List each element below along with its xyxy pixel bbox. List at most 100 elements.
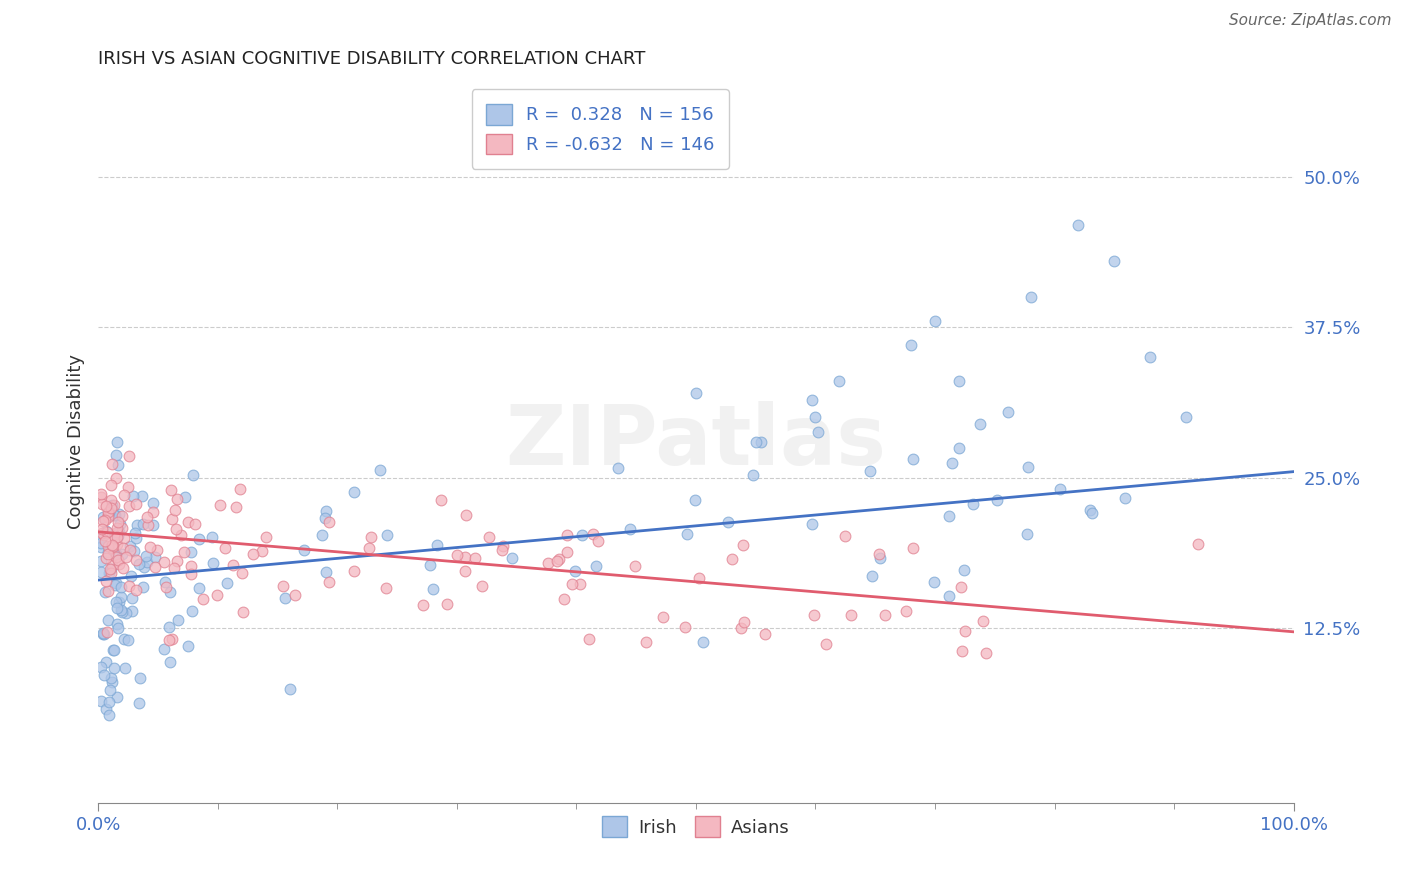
Point	[938, 508, 960, 523]
Point	[675, 526, 697, 541]
Point	[537, 556, 560, 570]
Point	[110, 580, 132, 594]
Point	[924, 314, 946, 328]
Point	[454, 549, 477, 564]
Point	[107, 524, 129, 539]
Point	[1081, 506, 1104, 520]
Point	[454, 564, 477, 578]
Text: IRISH VS ASIAN COGNITIVE DISABILITY CORRELATION CHART: IRISH VS ASIAN COGNITIVE DISABILITY CORR…	[98, 50, 645, 68]
Legend: Irish, Asians: Irish, Asians	[595, 809, 797, 845]
Point	[209, 498, 232, 512]
Point	[169, 528, 191, 542]
Point	[166, 553, 188, 567]
Point	[121, 604, 143, 618]
Point	[94, 551, 117, 566]
Point	[733, 615, 755, 629]
Point	[155, 581, 177, 595]
Point	[142, 505, 165, 519]
Point	[100, 562, 122, 576]
Point	[90, 565, 112, 579]
Point	[105, 617, 128, 632]
Point	[91, 627, 114, 641]
Point	[105, 595, 128, 609]
Point	[221, 558, 243, 573]
Point	[157, 620, 180, 634]
Point	[90, 497, 112, 511]
Point	[101, 643, 124, 657]
Point	[107, 458, 129, 472]
Point	[165, 522, 187, 536]
Point	[103, 642, 125, 657]
Point	[97, 566, 120, 581]
Point	[125, 517, 148, 532]
Point	[492, 539, 515, 553]
Point	[730, 621, 752, 635]
Point	[803, 607, 825, 622]
Point	[100, 558, 122, 572]
Point	[938, 589, 960, 603]
Point	[177, 515, 200, 529]
Point	[374, 581, 396, 595]
Point	[135, 510, 157, 524]
Point	[360, 530, 382, 544]
Point	[98, 505, 121, 519]
Point	[143, 559, 166, 574]
Point	[166, 492, 188, 507]
Point	[132, 516, 155, 531]
Point	[94, 701, 117, 715]
Point	[491, 543, 513, 558]
Point	[177, 639, 200, 653]
Point	[112, 531, 135, 545]
Point	[652, 610, 675, 624]
Point	[429, 492, 451, 507]
Point	[97, 613, 120, 627]
Point	[464, 551, 486, 566]
Point	[180, 566, 202, 581]
Point	[547, 552, 569, 566]
Point	[96, 655, 118, 669]
Point	[869, 551, 891, 566]
Point	[112, 632, 135, 647]
Point	[242, 547, 264, 561]
Point	[124, 497, 146, 511]
Point	[717, 515, 740, 529]
Point	[94, 500, 117, 514]
Point	[972, 615, 994, 629]
Point	[90, 490, 112, 504]
Point	[721, 551, 744, 566]
Point	[115, 550, 138, 565]
Point	[969, 417, 991, 432]
Point	[91, 510, 114, 524]
Point	[98, 561, 121, 575]
Point	[553, 592, 575, 607]
Point	[201, 530, 224, 544]
Text: Source: ZipAtlas.com: Source: ZipAtlas.com	[1229, 13, 1392, 29]
Point	[112, 488, 135, 502]
Point	[107, 524, 129, 539]
Point	[163, 561, 186, 575]
Point	[104, 531, 127, 545]
Point	[157, 632, 180, 647]
Point	[128, 671, 150, 685]
Point	[117, 632, 139, 647]
Point	[159, 584, 181, 599]
Point	[986, 492, 1008, 507]
Point	[1104, 253, 1126, 268]
Point	[90, 487, 112, 501]
Point	[101, 541, 124, 556]
Point	[103, 498, 125, 512]
Point	[962, 497, 984, 511]
Point	[873, 608, 896, 623]
Point	[108, 508, 131, 522]
Point	[922, 574, 945, 589]
Point	[155, 575, 177, 590]
Point	[111, 509, 134, 524]
Point	[120, 539, 142, 553]
Point	[120, 569, 142, 583]
Point	[187, 533, 209, 547]
Point	[229, 482, 252, 496]
Point	[187, 581, 209, 595]
Point	[110, 603, 132, 617]
Point	[159, 655, 181, 669]
Point	[1175, 410, 1198, 425]
